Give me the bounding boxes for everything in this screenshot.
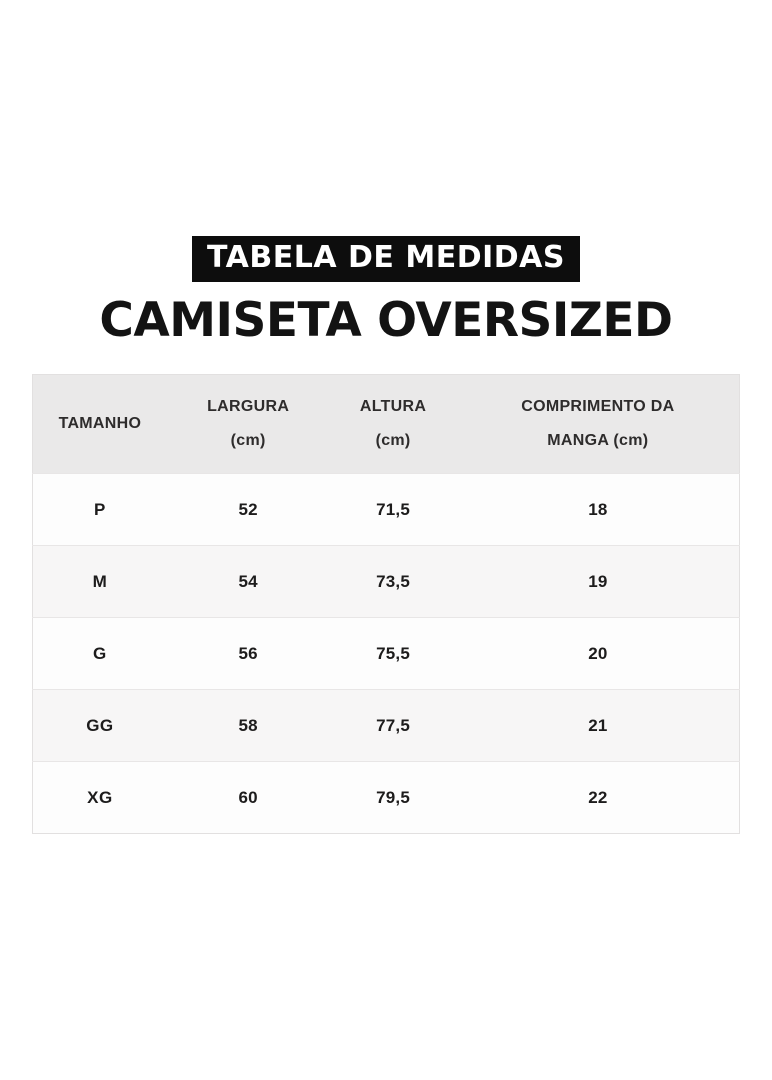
table-row-gg: GG 58 77,5 21 — [32, 689, 740, 762]
page-title: CAMISETA OVERSIZED — [99, 292, 673, 348]
size-value: GG — [86, 715, 114, 735]
altura-value: 73,5 — [376, 571, 410, 591]
column-header-tamanho: TAMANHO — [33, 375, 167, 474]
manga-value: 18 — [588, 499, 608, 519]
size-table: TAMANHO LARGURA (cm) ALTURA (cm) COMPRIM… — [32, 374, 740, 835]
manga-value: 19 — [588, 571, 608, 591]
table-row-p: P 52 71,5 18 — [32, 473, 740, 546]
table-row-m: M 54 73,5 19 — [32, 545, 740, 618]
banner-label: TABELA DE MEDIDAS — [207, 240, 565, 275]
column-header-altura: ALTURA (cm) — [329, 375, 456, 474]
column-header-label: ALTURA — [359, 398, 427, 416]
largura-value: 58 — [238, 715, 258, 735]
column-header-label: LARGURA — [207, 398, 290, 416]
largura-value: 56 — [238, 643, 258, 663]
table-header-row: TAMANHO LARGURA (cm) ALTURA (cm) COMPRIM… — [32, 374, 740, 474]
manga-value: 21 — [588, 715, 608, 735]
manga-value: 22 — [588, 787, 608, 807]
altura-value: 77,5 — [376, 715, 410, 735]
size-value: XG — [87, 787, 113, 807]
banner-row: TABELA DE MEDIDAS — [0, 236, 772, 282]
altura-value: 79,5 — [376, 787, 410, 807]
altura-value: 75,5 — [376, 643, 410, 663]
largura-value: 52 — [238, 499, 258, 519]
largura-value: 54 — [238, 571, 258, 591]
altura-value: 71,5 — [376, 499, 410, 519]
table-row-xg: XG 60 79,5 22 — [32, 761, 740, 834]
manga-value: 20 — [588, 643, 608, 663]
column-header-comprimento-manga: COMPRIMENTO DA MANGA (cm) — [457, 375, 740, 474]
column-header-unit: (cm) — [230, 432, 266, 450]
column-header-largura: LARGURA (cm) — [167, 375, 330, 474]
size-value: P — [93, 499, 106, 519]
table-row-g: G 56 75,5 20 — [32, 617, 740, 690]
column-header-unit: MANGA (cm) — [547, 432, 649, 450]
column-header-label: COMPRIMENTO DA — [521, 398, 675, 416]
column-header-label: TAMANHO — [58, 415, 142, 433]
column-header-unit: (cm) — [375, 432, 411, 450]
size-value: M — [92, 571, 108, 591]
largura-value: 60 — [238, 787, 258, 807]
size-value: G — [93, 643, 107, 663]
section-banner: TABELA DE MEDIDAS — [192, 236, 580, 282]
